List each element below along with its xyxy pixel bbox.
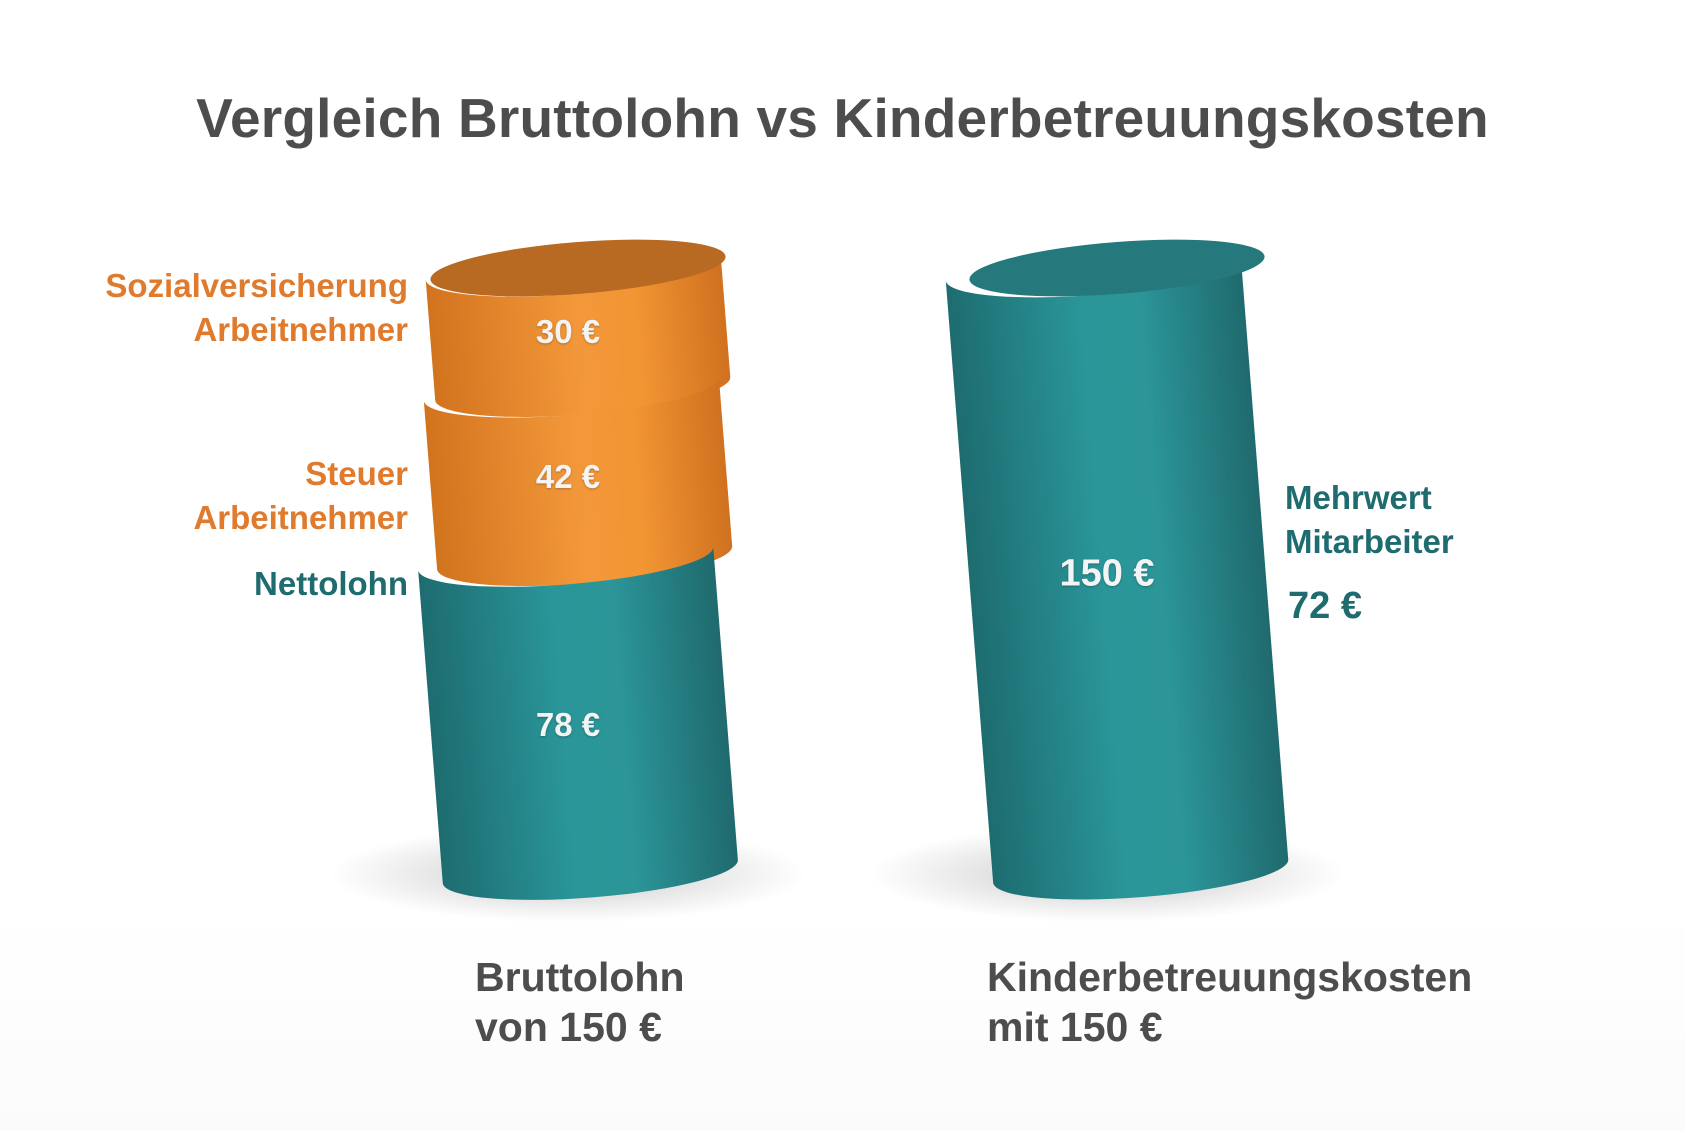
series-label: Nettolohn (254, 562, 408, 606)
annotation-line: Mitarbeiter (1285, 523, 1454, 560)
bar-segment-1-3 (945, 257, 1289, 900)
series-label: Steuer Arbeitnehmer (193, 452, 408, 540)
series-label: Sozialversicherung Arbeitnehmer (105, 264, 408, 352)
bar-top-1 (969, 239, 1265, 297)
annotation-line: Mehrwert (1285, 479, 1432, 516)
series-label-line: Arbeitnehmer (193, 499, 408, 536)
category-label-line: Kinderbetreuungskosten (987, 954, 1473, 1000)
annotation-label: Mehrwert Mitarbeiter (1285, 476, 1454, 564)
series-label-line: Arbeitnehmer (193, 311, 408, 348)
bar-top-0 (430, 239, 726, 297)
category-label-line: Bruttolohn (475, 954, 685, 1000)
value-label: 42 € (535, 458, 601, 496)
series-label-line: Steuer (305, 455, 408, 492)
value-label: 150 € (1059, 552, 1155, 595)
category-label-line: mit 150 € (987, 1004, 1163, 1050)
bar-segment-0-2 (425, 256, 731, 418)
category-label: Bruttolohn von 150 € (475, 952, 684, 1052)
series-label-line: Sozialversicherung (105, 267, 408, 304)
value-label: 78 € (535, 705, 601, 743)
value-label: 30 € (535, 313, 601, 351)
bar-segment-0-0 (418, 546, 738, 900)
series-label-line: Nettolohn (254, 565, 408, 602)
annotation-value: 72 € (1288, 585, 1362, 627)
bar-segment-0-1 (423, 377, 733, 587)
category-label-line: von 150 € (475, 1004, 662, 1050)
chart-title: Vergleich Bruttolohn vs Kinderbetreuungs… (196, 87, 1489, 149)
category-label: Kinderbetreuungskosten mit 150 € (987, 952, 1472, 1052)
